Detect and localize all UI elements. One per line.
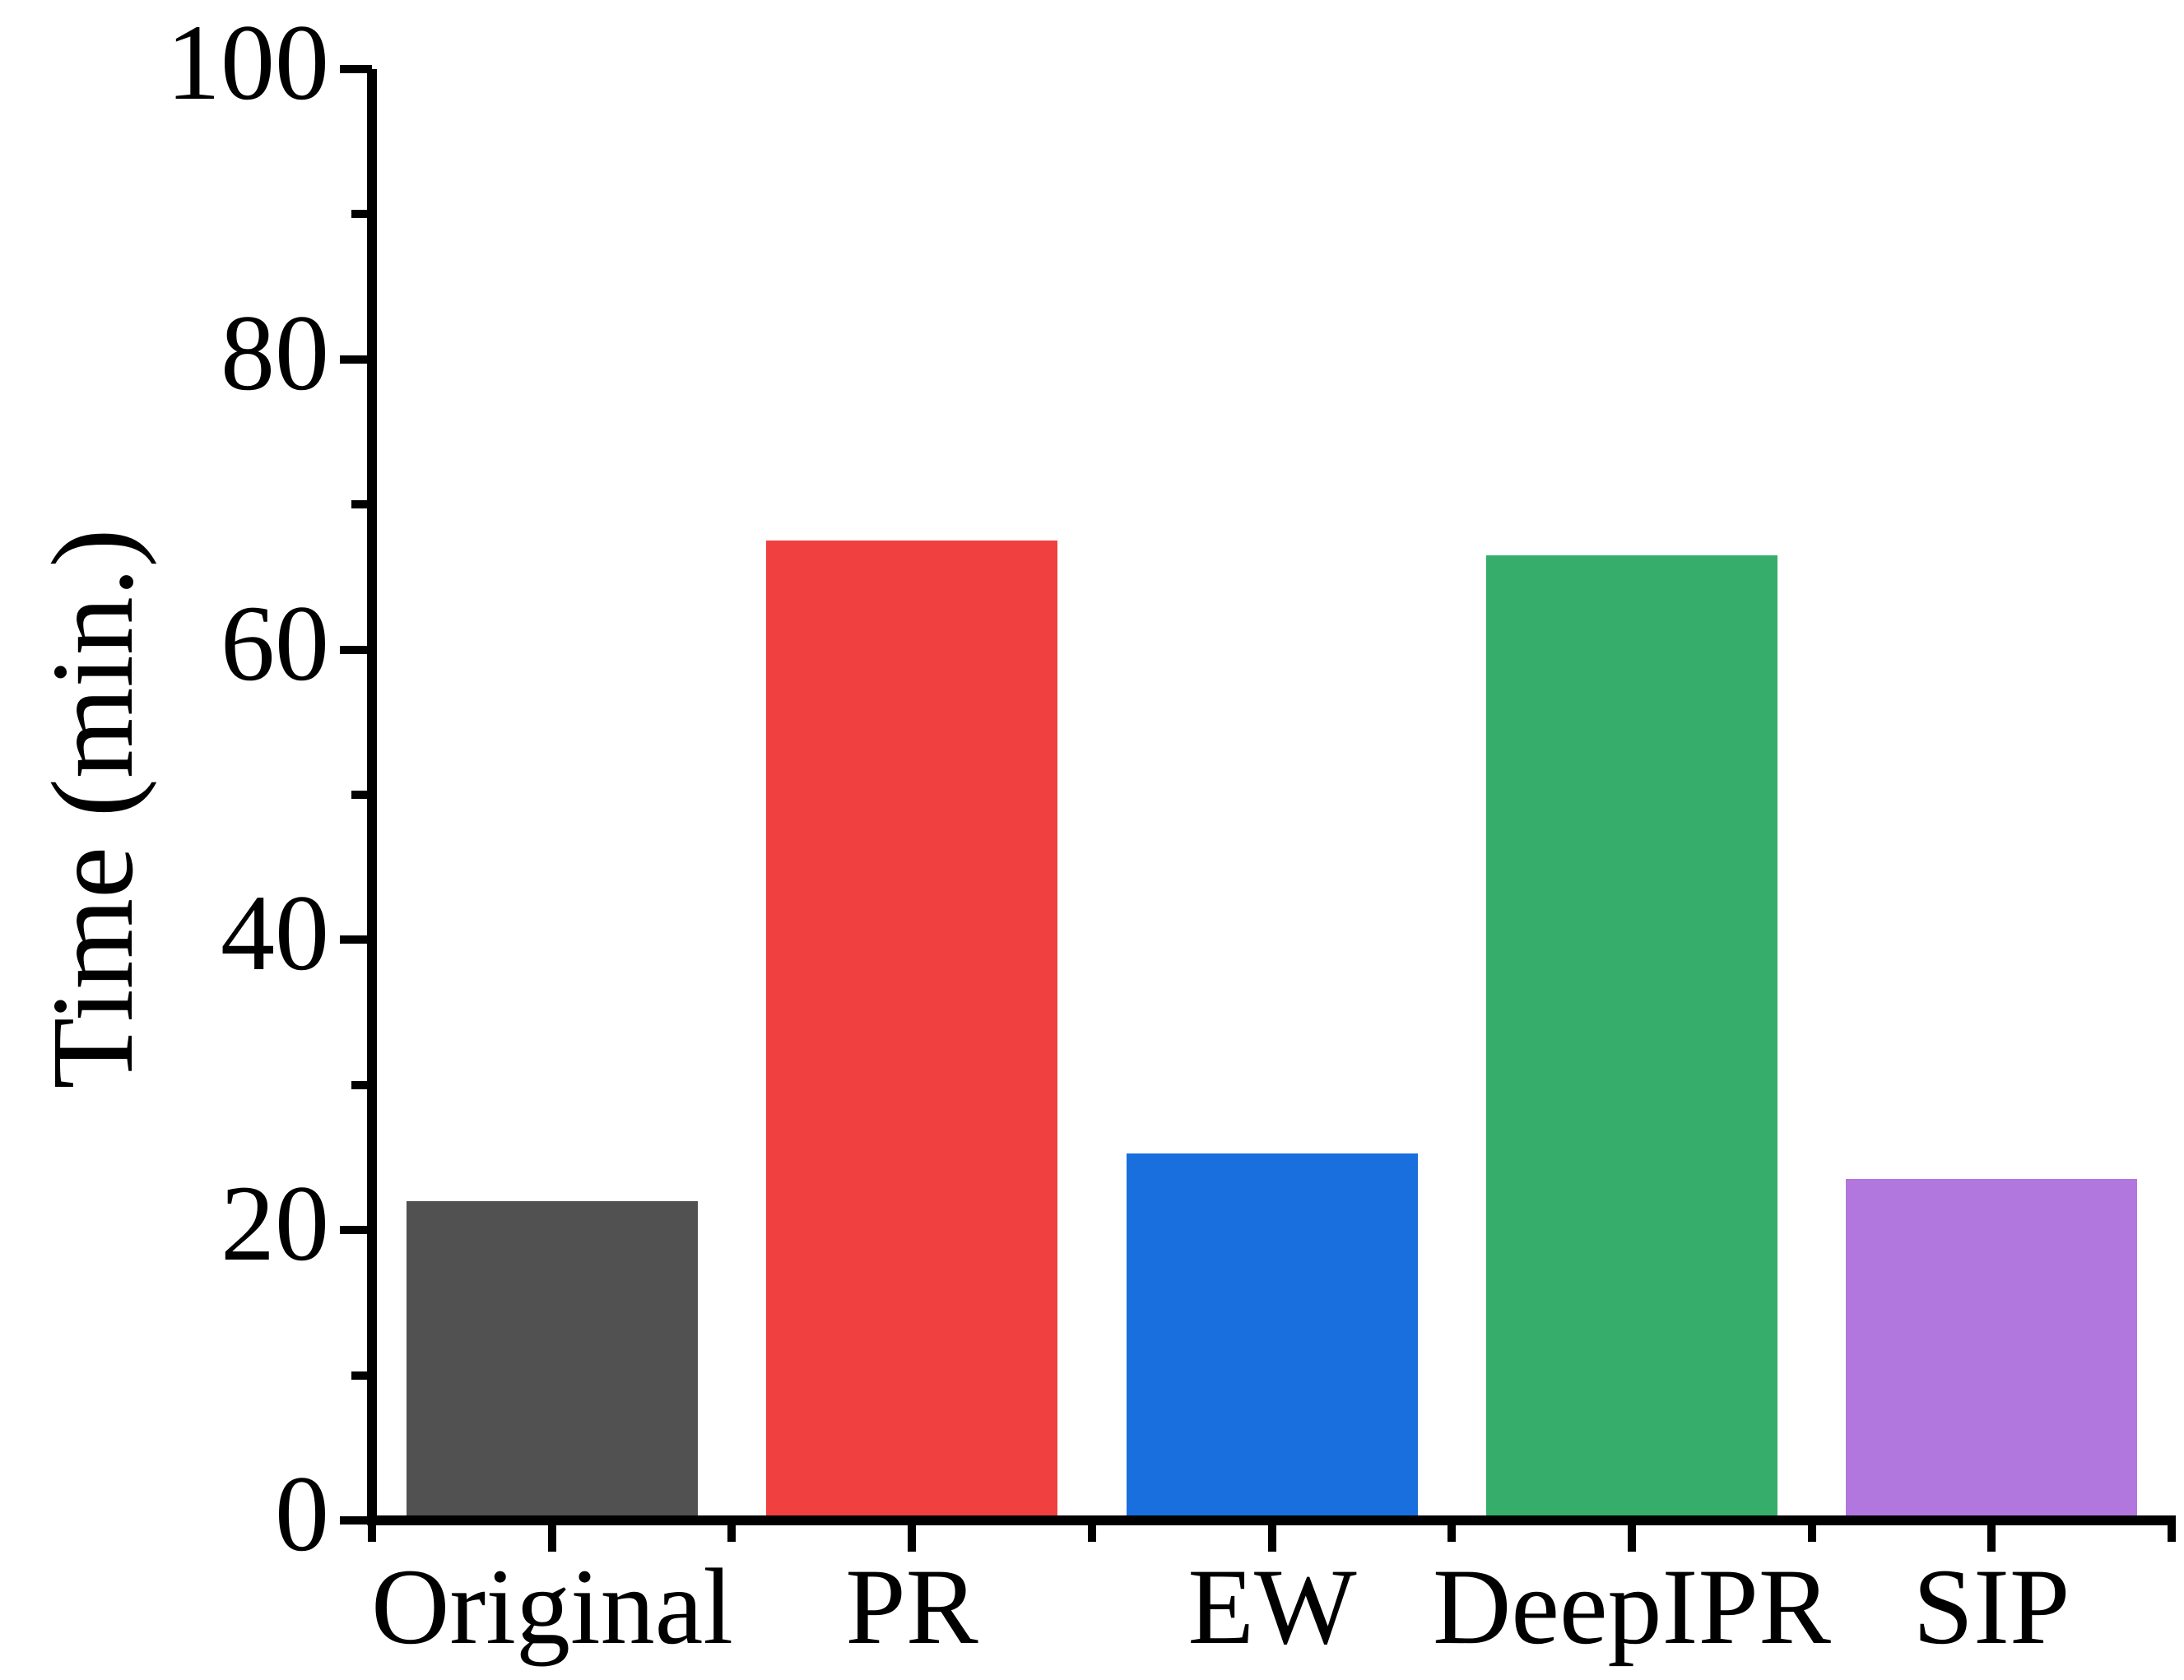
bar-ew <box>1127 1153 1418 1520</box>
y-tick-label: 80 <box>221 291 329 413</box>
x-minor-tick <box>2168 1515 2176 1542</box>
y-major-tick <box>340 1516 372 1525</box>
x-category-label: DeepIPR <box>1433 1546 1831 1667</box>
y-axis-title: Time (min.) <box>27 528 157 1089</box>
x-category-label: EW <box>1187 1546 1357 1667</box>
y-major-tick <box>340 1226 372 1235</box>
x-major-tick <box>908 1515 916 1552</box>
y-minor-tick <box>351 1371 372 1380</box>
y-minor-tick <box>351 210 372 219</box>
y-major-tick <box>340 645 372 654</box>
bar-deepipr <box>1486 555 1777 1520</box>
x-minor-tick <box>1808 1515 1816 1542</box>
y-tick-label: 20 <box>221 1163 329 1284</box>
x-category-label: PR <box>845 1546 978 1667</box>
y-minor-tick <box>351 500 372 509</box>
x-minor-tick <box>368 1515 376 1542</box>
x-minor-tick <box>1088 1515 1096 1542</box>
bar-pr <box>766 541 1057 1520</box>
x-major-tick <box>548 1515 556 1552</box>
bar-sip <box>1846 1179 2137 1520</box>
x-major-tick <box>1268 1515 1276 1552</box>
y-tick-label: 100 <box>166 2 329 123</box>
y-axis-line <box>367 69 377 1525</box>
y-major-tick <box>340 355 372 364</box>
y-major-tick <box>340 935 372 944</box>
x-category-label: Original <box>371 1546 733 1667</box>
y-minor-tick <box>351 791 372 799</box>
x-minor-tick <box>1447 1515 1456 1542</box>
y-minor-tick <box>351 1080 372 1089</box>
x-minor-tick <box>727 1515 736 1542</box>
x-category-label: SIP <box>1912 1546 2070 1667</box>
y-tick-label: 60 <box>221 582 329 703</box>
bar-original <box>407 1201 698 1520</box>
y-major-tick <box>340 65 372 73</box>
x-major-tick <box>1628 1515 1636 1552</box>
y-tick-label: 40 <box>221 872 329 994</box>
x-major-tick <box>1987 1515 1996 1552</box>
y-tick-label: 0 <box>275 1453 329 1574</box>
